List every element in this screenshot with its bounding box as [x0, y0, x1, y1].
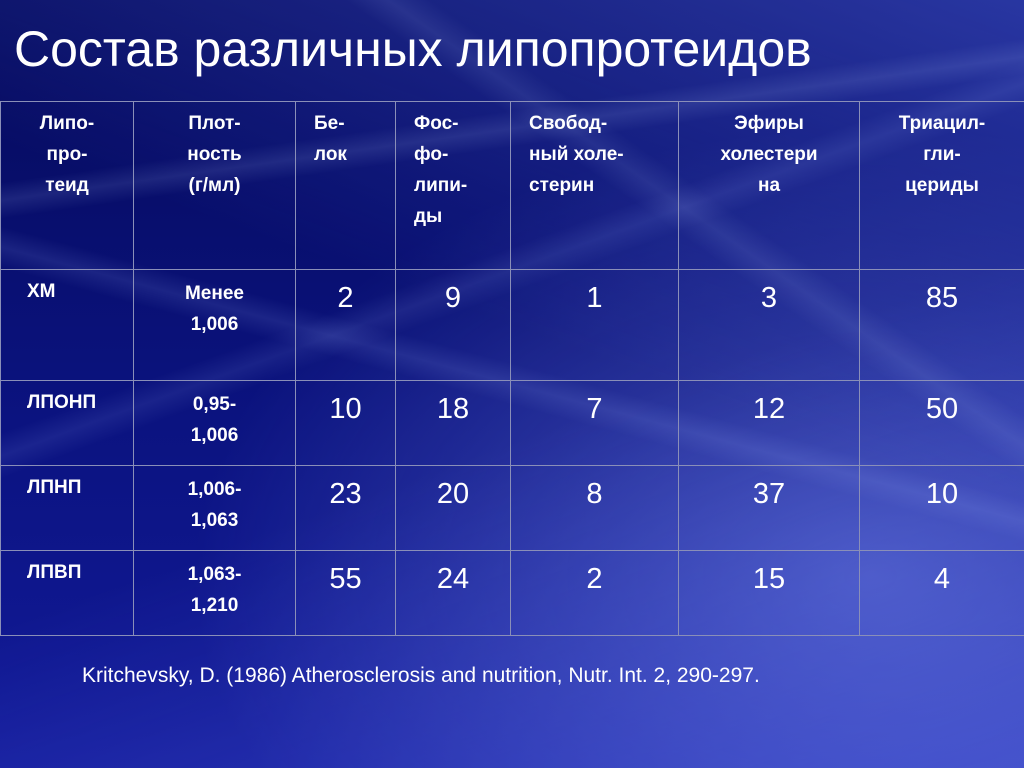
- table-row: ЛПНП 1,006- 1,063 23 20 8 37 10: [0, 465, 1024, 551]
- phospholipids-cell: 9: [395, 269, 511, 381]
- density-cell: 1,063- 1,210: [133, 550, 296, 636]
- protein-value: 55: [329, 563, 362, 595]
- free-cholesterol-value: 8: [586, 478, 603, 510]
- free-cholesterol-cell: 1: [510, 269, 679, 381]
- header-density: Плот- ность (г/мл): [187, 113, 242, 196]
- protein-cell: 23: [295, 465, 396, 551]
- density-value: 0,95- 1,006: [190, 394, 239, 446]
- protein-value: 23: [329, 478, 362, 510]
- density-value: 1,063- 1,210: [187, 564, 242, 616]
- protein-value: 10: [329, 393, 362, 425]
- header-cell-density: Плот- ность (г/мл): [133, 101, 296, 270]
- triacylglycerides-value: 10: [925, 478, 959, 510]
- triacylglycerides-value: 4: [933, 563, 951, 595]
- protein-cell: 55: [295, 550, 396, 636]
- density-value: 1,006- 1,063: [187, 479, 242, 531]
- cholesterol-esters-value: 3: [760, 282, 778, 314]
- triacylglycerides-cell: 85: [859, 269, 1024, 381]
- protein-value: 2: [337, 282, 354, 314]
- lipoprotein-name: ЛПОНП: [27, 392, 97, 413]
- phospholipids-value: 18: [436, 393, 470, 425]
- cholesterol-esters-cell: 12: [678, 380, 860, 466]
- lipoprotein-name: ЛПВП: [27, 562, 82, 583]
- phospholipids-value: 20: [436, 478, 470, 510]
- cholesterol-esters-cell: 3: [678, 269, 860, 381]
- header-protein: Бе- лок: [314, 113, 347, 165]
- header-phospholipids: Фос- фо- липи- ды: [414, 113, 468, 227]
- header-cell-protein: Бе- лок: [295, 101, 396, 270]
- citation: Kritchevsky, D. (1986) Atherosclerosis a…: [82, 664, 760, 687]
- free-cholesterol-cell: 2: [510, 550, 679, 636]
- phospholipids-value: 24: [436, 563, 470, 595]
- cholesterol-esters-value: 37: [752, 478, 786, 510]
- header-free-cholesterol: Свобод- ный холе- стерин: [529, 113, 624, 196]
- header-cholesterol-esters: Эфиры холестери на: [720, 113, 818, 196]
- row-name-cell: ХМ: [0, 269, 134, 381]
- header-row: Липо- про- теид Плот- ность (г/мл) Бе- л…: [0, 101, 1024, 270]
- header-cell-phospholipids: Фос- фо- липи- ды: [395, 101, 511, 270]
- phospholipids-cell: 24: [395, 550, 511, 636]
- cholesterol-esters-cell: 15: [678, 550, 860, 636]
- row-name-cell: ЛПНП: [0, 465, 134, 551]
- density-cell: 0,95- 1,006: [133, 380, 296, 466]
- triacylglycerides-cell: 50: [859, 380, 1024, 466]
- phospholipids-cell: 20: [395, 465, 511, 551]
- row-name-cell: ЛПОНП: [0, 380, 134, 466]
- header-cell-cholesterol-esters: Эфиры холестери на: [678, 101, 860, 270]
- lipoprotein-name: ХМ: [27, 281, 56, 302]
- phospholipids-value: 9: [444, 282, 462, 314]
- free-cholesterol-cell: 7: [510, 380, 679, 466]
- header-cell-lipoprotein: Липо- про- теид: [0, 101, 134, 270]
- table-row: ХМ Менее 1,006 2 9 1 3 85: [0, 269, 1024, 381]
- protein-cell: 10: [295, 380, 396, 466]
- density-cell: 1,006- 1,063: [133, 465, 296, 551]
- triacylglycerides-cell: 10: [859, 465, 1024, 551]
- cholesterol-esters-cell: 37: [678, 465, 860, 551]
- free-cholesterol-value: 7: [586, 393, 603, 425]
- lipoprotein-name: ЛПНП: [27, 477, 82, 498]
- header-lipoprotein: Липо- про- теид: [39, 113, 95, 196]
- cholesterol-esters-value: 15: [752, 563, 786, 595]
- header-triacylglycerides: Триацил- гли- цериды: [898, 113, 986, 196]
- table-row: ЛПВП 1,063- 1,210 55 24 2 15 4: [0, 550, 1024, 636]
- free-cholesterol-value: 2: [586, 563, 603, 595]
- header-cell-free-cholesterol: Свобод- ный холе- стерин: [510, 101, 679, 270]
- header-cell-triacylglycerides: Триацил- гли- цериды: [859, 101, 1024, 270]
- lipoprotein-table: Липо- про- теид Плот- ность (г/мл) Бе- л…: [0, 101, 1024, 636]
- cholesterol-esters-value: 12: [752, 393, 786, 425]
- density-cell: Менее 1,006: [133, 269, 296, 381]
- protein-cell: 2: [295, 269, 396, 381]
- triacylglycerides-cell: 4: [859, 550, 1024, 636]
- row-name-cell: ЛПВП: [0, 550, 134, 636]
- phospholipids-cell: 18: [395, 380, 511, 466]
- slide-title: Состав различных липопротеидов: [14, 21, 812, 77]
- density-value: Менее 1,006: [184, 283, 244, 335]
- free-cholesterol-cell: 8: [510, 465, 679, 551]
- triacylglycerides-value: 85: [925, 282, 959, 314]
- table-row: ЛПОНП 0,95- 1,006 10 18 7 12 50: [0, 380, 1024, 466]
- free-cholesterol-value: 1: [586, 282, 603, 314]
- triacylglycerides-value: 50: [925, 393, 959, 425]
